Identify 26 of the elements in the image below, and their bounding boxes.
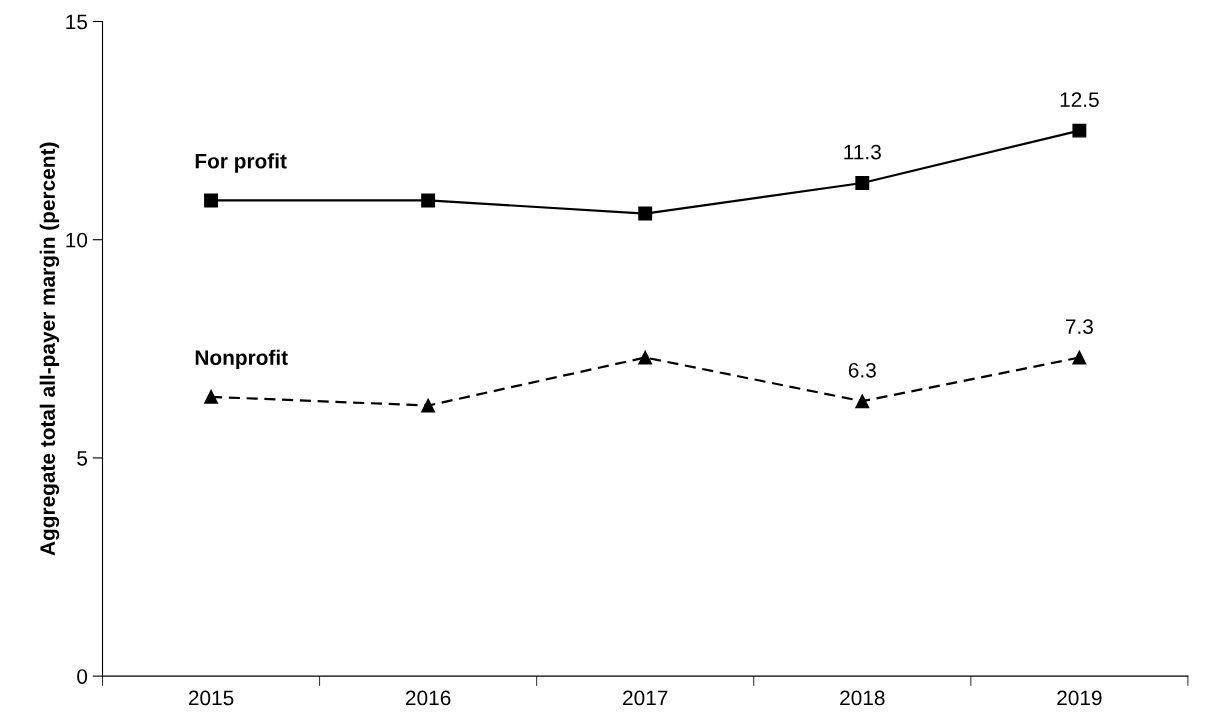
x-tick-label: 2019: [1057, 690, 1102, 706]
point: [638, 206, 653, 221]
point: [204, 389, 218, 404]
point: [1072, 123, 1087, 138]
point: [1072, 350, 1087, 365]
point: [421, 398, 436, 413]
y-tick-label: 0: [77, 669, 88, 684]
series-label: For profit: [195, 153, 287, 173]
point: [421, 193, 436, 208]
x-tick-label: 2017: [623, 690, 668, 706]
data-label: 6.3: [848, 362, 876, 378]
y-tick-label: 15: [66, 14, 88, 30]
series-label: Nonprofit: [195, 349, 288, 370]
x-tick-label: 2018: [840, 690, 885, 706]
y-tick-label: 5: [77, 451, 88, 466]
y-axis-title: Aggregate total all-payer margin (percent): [39, 142, 60, 556]
point: [204, 193, 218, 208]
data-label: 7.3: [1065, 319, 1093, 334]
point: [855, 176, 870, 190]
x-tick-label: 2015: [188, 690, 234, 706]
point: [638, 350, 653, 365]
x-tick-label: 2016: [406, 690, 451, 706]
data-label: 11.3: [844, 144, 881, 160]
y-tick-label: 10: [66, 232, 88, 248]
data-label: 12.5: [1060, 92, 1099, 108]
point: [855, 394, 870, 409]
